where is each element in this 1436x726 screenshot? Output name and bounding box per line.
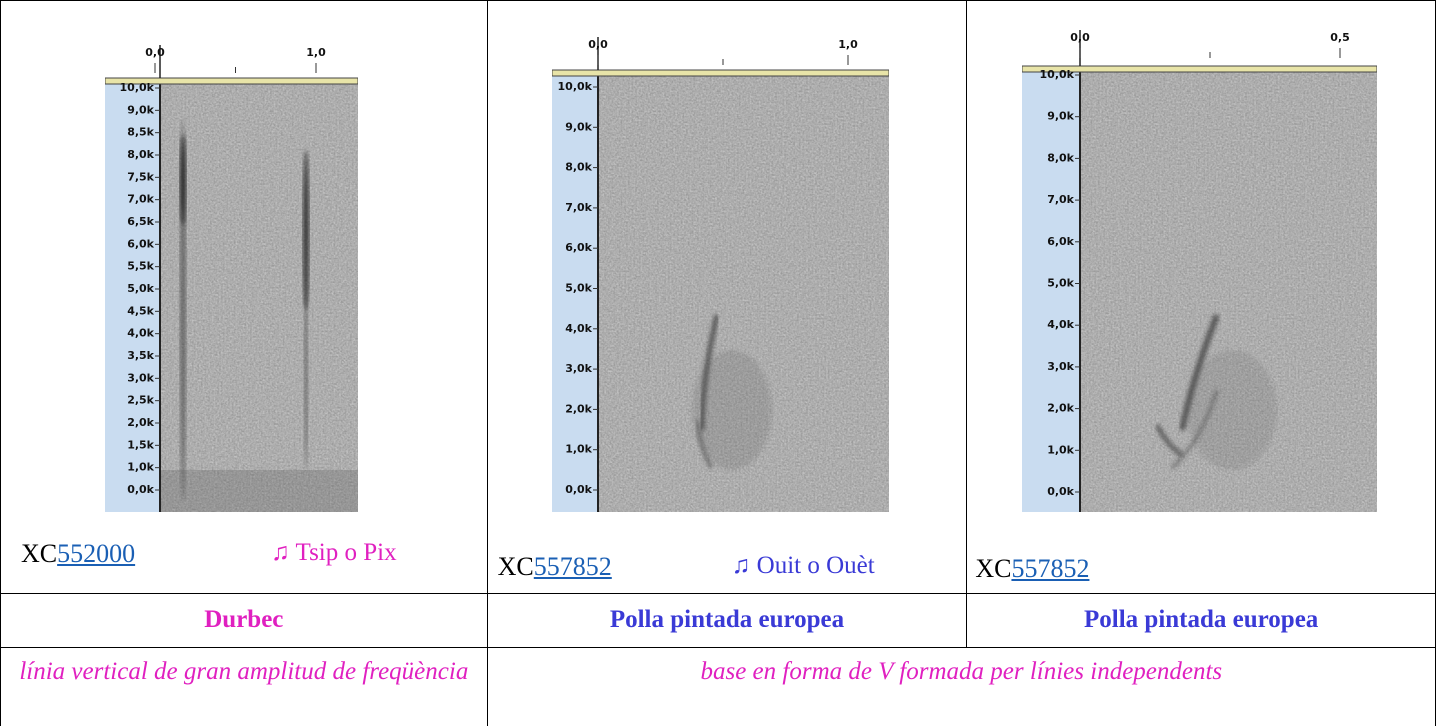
y-tick-label: 4,5k	[127, 304, 154, 317]
recording-caption: XC557852	[498, 552, 612, 582]
recording-link[interactable]: 552000	[57, 539, 136, 568]
recording-caption: XC552000	[21, 539, 135, 569]
y-tick-label: 7,0k	[565, 201, 592, 214]
y-tick-label: 10,0k	[558, 80, 593, 93]
y-tick-label: 3,0k	[1047, 360, 1074, 373]
y-tick-label: 9,0k	[1047, 110, 1074, 123]
y-tick-label: 7,0k	[1047, 193, 1074, 206]
y-tick-label: 10,0k	[1040, 68, 1075, 81]
y-tick-label: 6,0k	[127, 237, 154, 250]
ruler-band	[1022, 65, 1377, 73]
y-tick-label: 4,0k	[1047, 318, 1074, 331]
y-tick-label: 5,0k	[565, 282, 592, 295]
y-tick-label: 8,5k	[127, 126, 154, 139]
recording-link[interactable]: 557852	[1011, 554, 1090, 583]
description: línia vertical de gran amplitud de freqü…	[0, 647, 488, 726]
ruler-band	[552, 69, 889, 77]
species: Polla pintada europea	[486, 593, 968, 648]
y-tick-label: 5,0k	[127, 282, 154, 295]
y-tick-label: 3,0k	[127, 371, 154, 384]
y-tick-label: 2,0k	[127, 416, 154, 429]
y-axis-panel	[1022, 72, 1080, 512]
ruler-band	[105, 77, 358, 85]
y-tick-label: 2,0k	[1047, 402, 1074, 415]
x-tick-label: 0,5	[1330, 31, 1350, 44]
description: base en forma de V formada per línies in…	[486, 647, 1436, 726]
y-tick-label: 1,0k	[565, 443, 592, 456]
y-tick-label: 6,0k	[565, 241, 592, 254]
call-trace	[692, 314, 772, 470]
y-tick-label: 3,5k	[127, 349, 154, 362]
y-tick-label: 5,5k	[127, 260, 154, 273]
prefix: XC	[497, 552, 534, 581]
y-tick-label: 7,5k	[127, 170, 154, 183]
y-tick-label: 9,0k	[127, 103, 154, 116]
y-axis-panel	[552, 76, 598, 512]
recording-caption: XC557852	[975, 554, 1089, 584]
y-tick-label: 0,0k	[565, 483, 592, 496]
spectrogram: 0,0 1,0 10,0k 9,0k 8,0k 7,0k 6,0k 5,0k 4,0k 3,0k 2…	[552, 20, 889, 512]
y-tick-label: 8,0k	[565, 161, 592, 174]
recording-link[interactable]: 557852	[533, 552, 612, 581]
x-tick-label: 0,0	[145, 46, 165, 59]
y-tick-label: 4,0k	[127, 327, 154, 340]
call-label: ♫ Tsip o Pix	[271, 539, 397, 566]
call-trace	[1154, 313, 1277, 470]
x-tick-label: 1,0	[306, 46, 326, 59]
y-tick-label: 2,5k	[127, 394, 154, 407]
y-axis-panel	[105, 84, 160, 512]
x-tick-label: 0,0	[1070, 31, 1090, 44]
y-tick-label: 0,0k	[127, 483, 154, 496]
prefix: XC	[975, 554, 1012, 583]
ruler	[552, 20, 889, 70]
call-trace	[160, 120, 358, 512]
y-tick-label: 4,0k	[565, 322, 592, 335]
y-tick-label: 1,0k	[1047, 443, 1074, 456]
spectrogram: 0,0 0,5 10,0k 9,0k 8,0k 7,0k 6,0k 5,0k 4,0k 3,0k 2…	[1022, 20, 1377, 512]
y-tick-label: 3,0k	[565, 362, 592, 375]
spectrogram-noise	[160, 84, 358, 512]
species: Durbec	[0, 593, 488, 648]
y-tick-label: 0,0k	[1047, 485, 1074, 498]
y-tick-label: 10,0k	[120, 81, 155, 94]
call-label: ♫ Ouit o Ouèt	[731, 552, 875, 579]
y-tick-label: 8,0k	[1047, 151, 1074, 164]
y-tick-label: 6,0k	[1047, 235, 1074, 248]
ruler	[1022, 20, 1377, 66]
prefix: XC	[21, 539, 58, 568]
spectrogram: 0,0 1,0 10,0k 9,0k 8,5k 8,0k 7,5k 7,0k 6,5k 6,0k 5…	[105, 40, 358, 512]
y-tick-label: 8,0k	[127, 148, 154, 161]
y-tick-label: 9,0k	[565, 120, 592, 133]
x-tick-label: 0,0	[588, 38, 608, 51]
y-tick-label: 5,0k	[1047, 277, 1074, 290]
y-tick-label: 1,0k	[127, 461, 154, 474]
y-tick-label: 7,0k	[127, 193, 154, 206]
y-tick-label: 1,5k	[127, 438, 154, 451]
species: Polla pintada europea	[966, 593, 1436, 648]
x-tick-label: 1,0	[838, 38, 858, 51]
y-tick-label: 6,5k	[127, 215, 154, 228]
y-tick-label: 2,0k	[565, 402, 592, 415]
